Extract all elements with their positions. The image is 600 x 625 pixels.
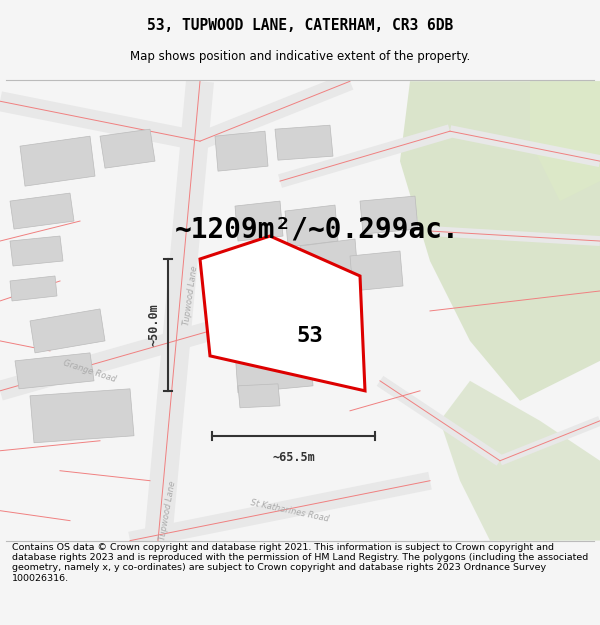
Text: Tupwood Lane: Tupwood Lane [182, 266, 200, 326]
Text: Map shows position and indicative extent of the property.: Map shows position and indicative extent… [130, 49, 470, 62]
Polygon shape [440, 381, 600, 541]
Polygon shape [0, 91, 202, 151]
Polygon shape [449, 125, 600, 167]
Polygon shape [15, 353, 94, 389]
Polygon shape [238, 384, 280, 408]
Text: 53, TUPWOOD LANE, CATERHAM, CR3 6DB: 53, TUPWOOD LANE, CATERHAM, CR3 6DB [147, 18, 453, 32]
Polygon shape [10, 236, 63, 266]
Polygon shape [30, 309, 105, 353]
Text: ~1209m²/~0.299ac.: ~1209m²/~0.299ac. [175, 215, 460, 243]
Polygon shape [20, 136, 95, 186]
Text: St Katharines Road: St Katharines Road [250, 498, 330, 523]
Polygon shape [530, 81, 600, 201]
Polygon shape [100, 129, 155, 168]
Polygon shape [30, 389, 134, 442]
Polygon shape [498, 416, 600, 466]
Polygon shape [200, 236, 365, 391]
Text: Grange Road: Grange Road [62, 358, 118, 384]
Polygon shape [350, 251, 403, 291]
Polygon shape [144, 80, 214, 542]
Polygon shape [377, 376, 503, 466]
Polygon shape [278, 124, 452, 188]
Text: Tupwood Lane: Tupwood Lane [158, 480, 178, 541]
Polygon shape [275, 125, 333, 160]
Polygon shape [430, 226, 600, 246]
Polygon shape [0, 321, 213, 401]
Polygon shape [215, 131, 268, 171]
Text: ~50.0m: ~50.0m [148, 304, 161, 346]
Polygon shape [197, 73, 353, 149]
Polygon shape [300, 239, 358, 283]
Polygon shape [235, 344, 313, 393]
Polygon shape [128, 472, 432, 549]
Polygon shape [400, 81, 600, 401]
Text: 53: 53 [296, 326, 323, 346]
Polygon shape [10, 276, 57, 301]
Polygon shape [235, 201, 283, 241]
Polygon shape [285, 205, 338, 247]
Polygon shape [245, 250, 293, 292]
Text: ~65.5m: ~65.5m [272, 451, 315, 464]
Polygon shape [360, 196, 418, 234]
Text: Contains OS data © Crown copyright and database right 2021. This information is : Contains OS data © Crown copyright and d… [12, 542, 588, 582]
Polygon shape [10, 193, 74, 229]
